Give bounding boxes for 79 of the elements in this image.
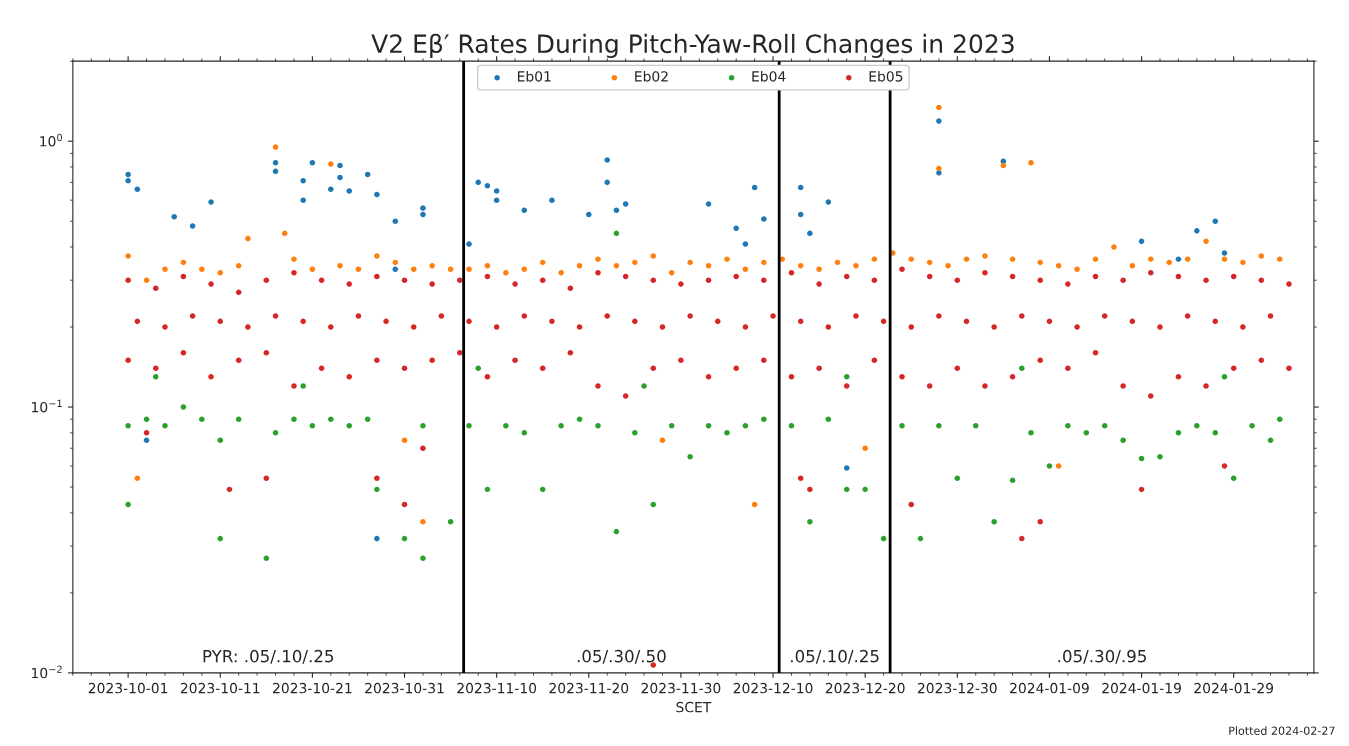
point xyxy=(586,211,592,218)
point xyxy=(705,201,712,207)
point xyxy=(613,207,620,213)
point xyxy=(521,207,528,213)
point xyxy=(337,174,343,181)
x-tick-label: 2023-12-30 xyxy=(917,682,997,694)
x-tick-label: 2024-01-29 xyxy=(1194,682,1274,694)
x-tick-label: 2023-12-20 xyxy=(825,682,905,694)
point xyxy=(420,205,426,211)
point xyxy=(392,218,399,225)
point xyxy=(733,225,739,232)
point xyxy=(346,188,353,194)
point xyxy=(420,211,426,218)
point xyxy=(761,216,767,222)
point xyxy=(493,197,500,203)
point xyxy=(1175,256,1182,262)
point xyxy=(1221,250,1228,256)
point xyxy=(134,186,141,192)
point xyxy=(936,170,942,176)
point xyxy=(328,186,334,192)
point xyxy=(484,182,491,189)
point xyxy=(936,118,942,124)
point xyxy=(751,184,758,191)
legend-label: Eb05 xyxy=(869,70,903,82)
x-tick-label: 2023-11-30 xyxy=(641,682,721,694)
x-tick-label: 2023-10-21 xyxy=(273,682,352,694)
annotation: .05/.30/.50 xyxy=(577,649,666,664)
point xyxy=(364,171,371,178)
y-tick-label: 10$^{−1}$ xyxy=(32,399,62,413)
point xyxy=(392,266,399,272)
x-tick-label: 2023-10-11 xyxy=(180,682,260,694)
point xyxy=(797,184,804,191)
point xyxy=(374,191,380,198)
point xyxy=(309,159,316,166)
point xyxy=(622,201,629,207)
x-axis-title: SCET xyxy=(676,701,712,713)
point xyxy=(272,159,279,166)
y-tick-label: 10$^{0}$ xyxy=(40,133,63,147)
point xyxy=(807,230,813,237)
point xyxy=(549,197,555,203)
point xyxy=(300,177,306,184)
legend-label: Eb01 xyxy=(517,70,551,82)
text: Plotted 2024-02-27 xyxy=(1229,726,1335,735)
legend-label: Eb02 xyxy=(635,70,668,82)
point xyxy=(604,157,610,163)
annotation: .05/.30/.95 xyxy=(1058,649,1146,664)
point xyxy=(208,199,214,205)
point xyxy=(797,211,804,218)
point xyxy=(300,197,306,203)
point xyxy=(825,199,832,205)
point xyxy=(493,188,500,194)
x-tick-label: 2024-01-09 xyxy=(1010,682,1089,694)
point xyxy=(843,465,850,471)
point xyxy=(466,241,472,247)
x-tick-label: 2023-11-20 xyxy=(549,682,629,694)
point xyxy=(125,177,131,184)
x-tick-label: 2023-10-31 xyxy=(365,682,444,694)
point xyxy=(604,179,610,186)
legend-label: Eb04 xyxy=(752,70,786,82)
point xyxy=(1194,228,1200,234)
point xyxy=(742,241,749,247)
point xyxy=(272,168,279,175)
annotation: .05/.10/.25 xyxy=(791,649,879,664)
point xyxy=(374,535,380,542)
x-tick-label: 2023-12-10 xyxy=(733,682,813,694)
point xyxy=(337,162,343,169)
point xyxy=(475,179,481,186)
point xyxy=(125,171,131,178)
point xyxy=(1138,238,1145,245)
point xyxy=(143,437,150,444)
x-tick-label: 2023-10-01 xyxy=(88,682,168,694)
annotation: PYR: .05/.10/.25 xyxy=(203,649,334,664)
point xyxy=(171,213,177,220)
x-tick-label: 2023-11-10 xyxy=(457,682,537,694)
point xyxy=(1212,218,1219,225)
point xyxy=(189,223,196,229)
chart-title: V2 Eβ′ Rates During Pitch-Yaw-Roll Changes in 2023 xyxy=(371,33,1014,59)
x-tick-label: 2024-01-19 xyxy=(1102,682,1181,694)
y-tick-label: 10$^{−2}$ xyxy=(32,665,62,679)
